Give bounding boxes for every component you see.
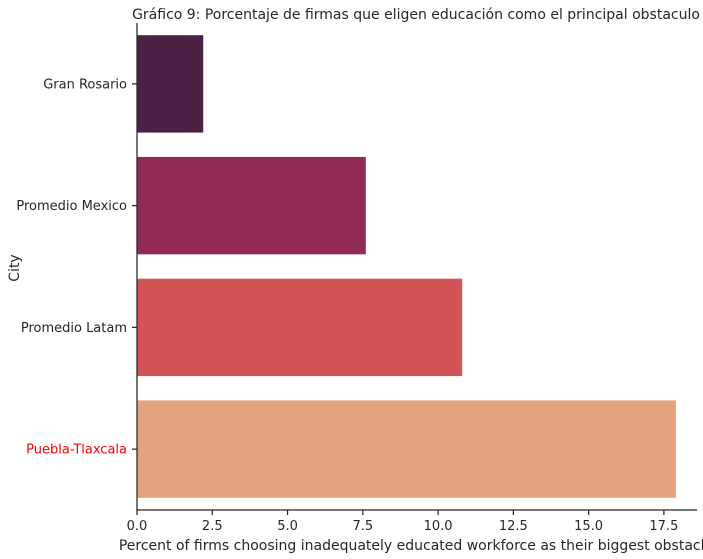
y-axis-label: City [7, 254, 23, 281]
bar-gran-rosario [137, 35, 204, 133]
bar-promedio-mexico [137, 156, 366, 255]
x-tick-label: 7.5 [352, 519, 373, 534]
bar-puebla-tlaxcala [137, 400, 676, 498]
x-ticks-group: 0.0 2.5 5.0 7.5 10.0 12.5 15.0 17.5 [127, 510, 678, 534]
x-tick-label: 2.5 [202, 519, 223, 534]
y-tick-label: Puebla-Tlaxcala [26, 443, 127, 458]
y-tick-label: Promedio Latam [21, 321, 127, 336]
bars-group [137, 35, 676, 498]
y-tick-label: Promedio Mexico [16, 199, 127, 214]
x-tick-label: 5.0 [277, 519, 298, 534]
x-tick-label: 12.5 [499, 519, 528, 534]
y-tick-label: Gran Rosario [43, 77, 127, 92]
x-tick-label: 15.0 [574, 519, 603, 534]
y-ticks-group: Gran Rosario Promedio Mexico Promedio Lata… [16, 77, 137, 458]
bar-promedio-latam [137, 278, 463, 377]
x-tick-label: 17.5 [649, 519, 678, 534]
x-tick-label: 0.0 [127, 519, 148, 534]
chart-title: Gráfico 9: Porcentaje de firmas que elig… [132, 7, 700, 23]
x-tick-label: 10.0 [424, 519, 453, 534]
x-axis-label: Percent of firms choosing inadequately e… [119, 538, 703, 554]
